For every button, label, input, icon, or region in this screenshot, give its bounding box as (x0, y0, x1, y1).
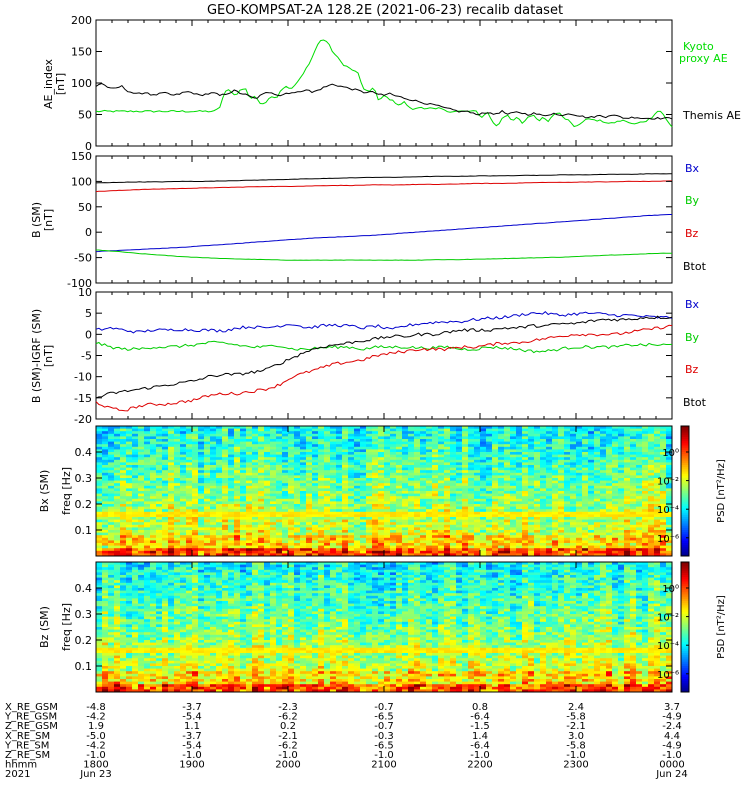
series-line-0-1 (96, 84, 672, 120)
colorbar-tick-label: 10⁻⁶ (657, 670, 679, 681)
bz-spectrogram-panel: 0.1 0.2 0.3 0.4 Bz (SM)freq [Hz] 10⁰ 10⁻² 10⁻… (38, 562, 727, 693)
legend-bx2: Bx (685, 298, 700, 311)
legend-by2: By (685, 331, 700, 344)
y-tick-label: -10 (74, 371, 92, 384)
igrf-ylabel: B (SM)-IGRF (SM)[nT] (30, 309, 55, 403)
ae-ylabel: AE_index[nT] (42, 58, 67, 109)
colorbar-tick-label: 10⁻⁴ (657, 505, 679, 516)
bz-spec-ylabel: Bz (SM)freq [Hz] (38, 603, 73, 651)
y-tick-label: 0.4 (75, 446, 93, 459)
series-line-1-2 (96, 181, 672, 192)
legend-btot: Btot (683, 260, 707, 273)
colorbar-label: PSD [nT²/Hz] (716, 595, 727, 659)
y-tick-label: 0 (85, 328, 92, 341)
y-tick-label: 0.4 (75, 582, 93, 595)
y-tick-label: 5 (85, 307, 92, 320)
y-tick-label: 100 (71, 77, 92, 90)
figure-title: GEO-KOMPSAT-2A 128.2E (2021-06-23) recal… (207, 3, 563, 18)
y-tick-label: 0.2 (75, 498, 93, 511)
legend-bz2: Bz (685, 363, 699, 376)
legend-bx: Bx (685, 162, 700, 175)
b-minus-igrf-panel: -20 -15 -10 -5 0 5 10 Bx By Bz Btot B (SM)-IGR… (30, 286, 707, 426)
y-tick-label: -50 (74, 252, 92, 265)
ephem-year: 2021 (5, 769, 30, 780)
y-tick-label: 50 (78, 109, 92, 122)
ephem-value: 2300 (563, 760, 588, 771)
y-tick-label: 10 (78, 286, 92, 299)
colorbar-label: PSD [nT²/Hz] (716, 459, 727, 523)
y-tick-label: 100 (71, 175, 92, 188)
y-tick-label: 0 (85, 226, 92, 239)
series-line-2-1 (96, 341, 672, 352)
y-tick-label: 0.3 (75, 608, 93, 621)
series-line-1-1 (96, 250, 672, 260)
ephem-value: 1900 (179, 760, 204, 771)
y-tick-label: -5 (81, 350, 92, 363)
ephem-date-start: Jun 23 (79, 769, 112, 780)
ephem-value: 2100 (371, 760, 396, 771)
ephem-value: 2200 (467, 760, 492, 771)
y-tick-label: 0.3 (75, 472, 93, 485)
ephem-value: 2000 (275, 760, 300, 771)
series-line-1-3 (96, 174, 672, 183)
colorbar-tick-label: 10⁰ (662, 584, 679, 595)
ephem-date-end: Jun 24 (655, 769, 688, 780)
bx-spec-ylabel: Bx (SM)freq [Hz] (38, 467, 73, 515)
bx-spectrogram-panel: 0.1 0.2 0.3 0.4 Bx (SM)freq [Hz] 10⁰ 10⁻² 10⁻… (38, 426, 727, 557)
y-tick-label: 200 (71, 14, 92, 27)
colorbar-tick-label: 10⁻² (657, 613, 679, 624)
colorbar-tick-label: 10⁻⁴ (657, 641, 679, 652)
y-tick-label: -15 (74, 392, 92, 405)
series-line-0-0 (96, 40, 672, 127)
colorbar-tick-label: 10⁰ (662, 448, 679, 459)
y-tick-label: 150 (71, 150, 92, 163)
legend-btot2: Btot (683, 396, 707, 409)
y-tick-label: 0.2 (75, 634, 93, 647)
y-tick-label: 150 (71, 46, 92, 59)
y-tick-label: -20 (74, 413, 92, 426)
series-line-1-0 (96, 215, 672, 252)
y-tick-label: 0.1 (75, 524, 93, 537)
bsm-ylabel: B (SM)[nT] (30, 202, 55, 238)
legend-bz: Bz (685, 227, 699, 240)
colorbar-tick-label: 10⁻⁶ (657, 534, 679, 545)
y-tick-label: 0.1 (75, 660, 93, 673)
colorbar-tick-label: 10⁻² (657, 477, 679, 488)
y-tick-label: 50 (78, 201, 92, 214)
legend-themis: Themis AE (682, 109, 741, 122)
legend-by: By (685, 194, 700, 207)
